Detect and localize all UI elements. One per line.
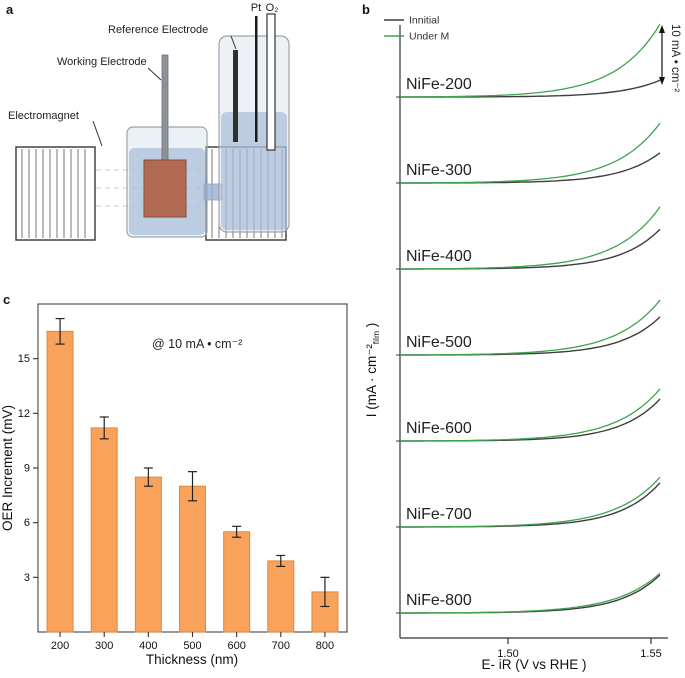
y-tick-label: 15: [18, 353, 30, 365]
x-tick-label: 800: [316, 640, 334, 652]
y-tick-label: 12: [18, 408, 30, 420]
legend: Innitial Under M: [384, 15, 449, 43]
panel-b: b NiFe-200 NiFe-300 NiFe-400 NiFe-500 NiFe-6…: [360, 0, 685, 678]
sample-label-NiFe-600: NiFe-600: [406, 420, 472, 437]
y-tick-label: 3: [24, 572, 30, 584]
panel-letter-b: b: [362, 2, 370, 17]
lsv-chart: b NiFe-200 NiFe-300 NiFe-400 NiFe-500 NiFe-6…: [362, 2, 681, 672]
bar-y-axis-label: OER Increment (mV): [0, 405, 15, 531]
lsv-sample-labels: NiFe-200 NiFe-300 NiFe-400 NiFe-500 NiFe-600…: [406, 76, 472, 609]
x-tick-label: 300: [95, 640, 113, 652]
electromagnet-left: [15, 146, 96, 241]
bar-chart-bars: [46, 330, 339, 633]
lsv-x-axis-label: E- iR (V vs RHE ): [481, 657, 586, 672]
bar-chart-y-ticks: 3 6 9 12 15: [18, 353, 38, 584]
x-tick-label: 400: [139, 640, 157, 652]
bar-300: [90, 427, 118, 633]
electromagnet-label: Electromagnet: [8, 110, 79, 122]
legend-label-under-m: Under M: [409, 31, 449, 43]
bar-400: [134, 476, 162, 633]
bar-200: [46, 330, 74, 633]
sample-label-NiFe-500: NiFe-500: [406, 334, 472, 351]
bar-500: [179, 485, 206, 633]
bar-chart-error-bars: [55, 317, 330, 608]
sample-label-NiFe-700: NiFe-700: [406, 506, 472, 523]
o2-tube: [266, 13, 276, 151]
oer-bar-chart: c 3 6 9 12 15 200 300 400 500 600 700 800 @ 10 mA …: [0, 292, 348, 667]
panel-c: c 3 6 9 12 15 200 300 400 500 600 700 800 @ 10 mA …: [0, 290, 360, 678]
electromagnet-leader-line: [92, 120, 103, 147]
x-tick-label: 1.50: [497, 648, 518, 660]
sample-label-NiFe-300: NiFe-300: [406, 162, 472, 179]
scale-bar: 10 mA • cm⁻²: [659, 24, 681, 92]
sample-label-NiFe-200: NiFe-200: [406, 76, 472, 93]
curve-under-m-NiFe-200: [400, 23, 661, 98]
bar-x-axis-label: Thickness (nm): [146, 652, 238, 667]
reference-electrode-rod: [233, 50, 238, 142]
bar-600: [223, 531, 251, 633]
legend-label-initial: Innitial: [409, 15, 439, 27]
lsv-y-axis-label: I (mA · cm⁻²film ): [364, 323, 381, 418]
current-density-annotation: @ 10 mA • cm⁻²: [152, 337, 242, 351]
working-electrode-rod: [161, 54, 169, 166]
o2-label: O₂: [266, 2, 279, 14]
lsv-curves: [396, 23, 661, 614]
bar-chart-x-ticks: 200 300 400 500 600 700 800: [51, 632, 334, 652]
x-tick-label: 700: [272, 640, 290, 652]
working-electrode-sample: [143, 159, 187, 218]
panel-letter-c: c: [3, 292, 10, 307]
lsv-axes: [399, 25, 668, 639]
x-tick-label: 200: [51, 640, 69, 652]
curve-under-m-NiFe-600: [400, 388, 661, 442]
x-tick-label: 500: [183, 640, 201, 652]
bar-700: [267, 560, 295, 633]
y-tick-label: 9: [24, 463, 30, 475]
reference-electrode-label: Reference Electrode: [108, 24, 208, 36]
scale-bar-arrow-up-icon: [659, 25, 665, 33]
curve-under-m-NiFe-400: [400, 206, 661, 270]
pt-electrode-wire: [255, 16, 258, 142]
panel-a: a Reference Electrode Working Electrode: [0, 0, 360, 290]
curve-under-m-NiFe-800: [400, 572, 661, 614]
lsv-x-ticks: 1.50 1.55: [497, 638, 662, 660]
scale-bar-arrow-down-icon: [659, 77, 665, 85]
working-electrode-leader-line: [147, 67, 162, 81]
sample-label-NiFe-400: NiFe-400: [406, 248, 472, 265]
working-electrode-label: Working Electrode: [57, 56, 147, 68]
sample-label-NiFe-800: NiFe-800: [406, 592, 472, 609]
curve-under-m-NiFe-700: [400, 476, 661, 528]
panel-letter-a: a: [6, 2, 14, 17]
curve-under-m-NiFe-500: [400, 299, 661, 356]
y-tick-label: 6: [24, 517, 30, 529]
curve-under-m-NiFe-300: [400, 122, 661, 184]
pt-label: Pt: [251, 2, 261, 14]
setup-diagram: a Reference Electrode Working Electrode: [6, 2, 290, 241]
scale-bar-label: 10 mA • cm⁻²: [669, 24, 681, 92]
x-tick-label: 600: [227, 640, 245, 652]
reference-electrode-leader-line: [230, 35, 237, 50]
x-tick-label: 1.55: [640, 648, 661, 660]
counter-beaker-liquid: [221, 112, 287, 230]
